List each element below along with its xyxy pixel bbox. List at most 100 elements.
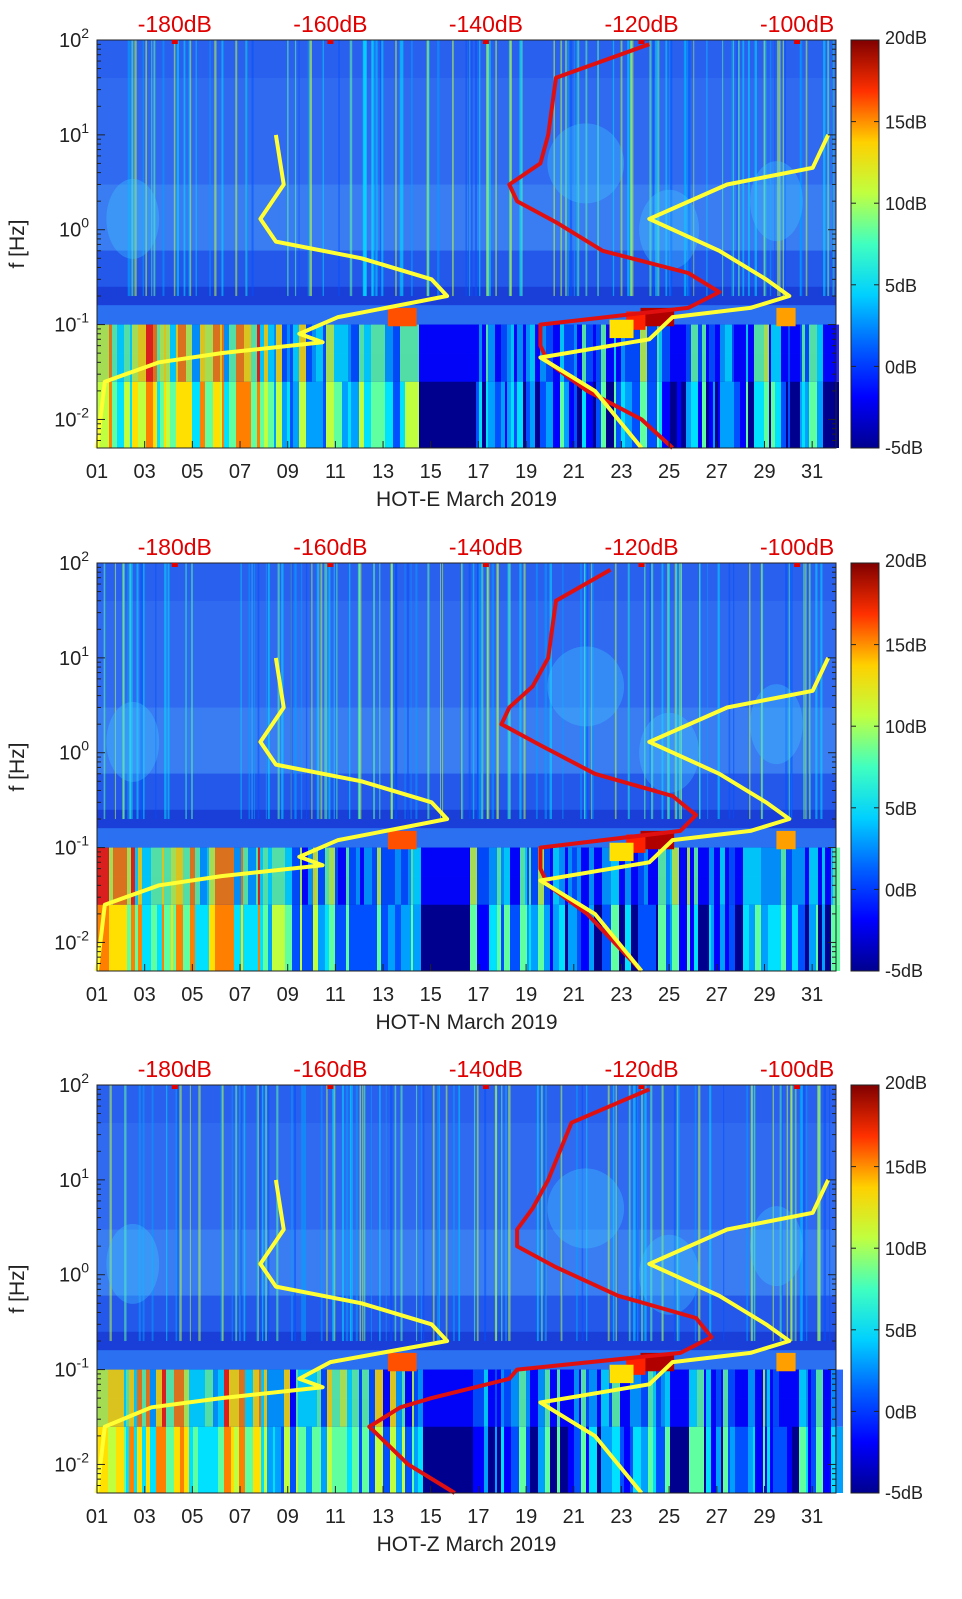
vertical-noise-line [385,1085,387,1342]
x-tick-label: 13 [372,984,394,1006]
vertical-noise-line [320,1085,323,1342]
top-db-tick-label: -180dB [138,1056,212,1082]
vertical-noise-line [142,1085,145,1342]
vertical-noise-line [348,563,351,820]
mid-frequency-streak [109,847,113,905]
low-frequency-streak [769,381,771,448]
mid-frequency-streak [715,324,718,382]
low-frequency-streak [687,904,690,971]
mid-frequency-streak [488,324,495,382]
x-tick-label: 15 [420,1506,442,1528]
low-frequency-streak [464,904,470,971]
vertical-noise-line [333,563,335,820]
mid-frequency-streak [180,1369,184,1427]
low-frequency-streak [577,381,582,448]
vertical-noise-line [294,40,297,297]
mid-frequency-streak [479,1369,484,1427]
low-frequency-streak [290,1426,296,1493]
colorbar-tick-label: 5dB [885,276,917,296]
low-frequency-streak [586,1426,589,1493]
low-frequency-streak [799,1426,806,1493]
mid-frequency-streak [823,324,827,382]
vertical-noise-line [195,40,197,297]
x-axis-label: HOT-N March 2019 [375,1011,557,1034]
mid-frequency-streak [593,324,596,382]
low-frequency-streak [393,381,400,448]
mid-frequency-streak [444,324,450,382]
mid-frequency-streak [606,324,614,382]
mid-frequency-streak [421,847,425,905]
low-frequency-streak [529,904,531,971]
mid-frequency-streak [375,1369,383,1427]
vertical-noise-line [799,40,803,297]
vertical-noise-line [769,40,772,297]
low-frequency-streak [312,1426,317,1493]
mid-frequency-streak [461,847,464,905]
vertical-noise-line [316,563,319,820]
mid-frequency-streak [614,324,616,382]
vertical-noise-line [373,563,376,820]
mid-frequency-streak [600,847,602,905]
mid-frequency-streak [239,1369,245,1427]
y-tick-label: 101 [59,1165,89,1192]
mid-frequency-streak [258,847,260,905]
y-tick-label: 102 [59,548,89,575]
spectrogram-band [97,707,836,774]
top-db-tick-mark [327,1085,334,1089]
vertical-noise-line [709,1085,712,1342]
low-frequency-streak [798,904,805,971]
low-frequency-streak [124,1426,126,1493]
vertical-noise-line [644,563,646,820]
low-frequency-streak [544,904,550,971]
x-tick-label: 11 [325,1506,346,1528]
mid-frequency-streak [189,1369,193,1427]
colorbar-tick-label: 20dB [885,551,927,571]
low-frequency-streak [526,381,530,448]
vertical-noise-line [287,40,289,297]
vertical-noise-line [265,1085,267,1342]
mid-frequency-streak [792,847,798,905]
vertical-noise-line [332,1085,335,1342]
vertical-noise-line [540,1085,543,1342]
low-frequency-streak [272,904,280,971]
vertical-noise-line [772,1085,774,1342]
mid-frequency-streak [670,1369,676,1427]
vertical-noise-line [474,40,478,297]
mid-frequency-streak [132,324,138,382]
spectrogram-heatmap [97,40,839,448]
mid-frequency-streak [656,1369,661,1427]
low-frequency-streak [334,381,342,448]
mid-frequency-streak [545,1369,550,1427]
microseism-hotspot [387,307,417,327]
mid-frequency-streak [160,324,164,382]
vertical-noise-line [694,1085,697,1342]
vertical-noise-line [407,563,409,820]
mid-frequency-streak [762,324,764,382]
low-frequency-streak [192,381,200,448]
mid-frequency-streak [602,847,606,905]
low-frequency-streak [497,904,501,971]
low-frequency-streak [581,904,589,971]
mid-frequency-streak [577,324,582,382]
vertical-noise-line [649,563,652,820]
low-frequency-streak [476,381,479,448]
low-frequency-streak [425,904,430,971]
mid-frequency-streak [477,847,483,905]
x-tick-label: 13 [372,461,394,483]
low-frequency-streak [293,381,299,448]
low-frequency-streak [773,1426,779,1493]
mid-frequency-streak [523,324,526,382]
x-tick-label: 25 [658,984,680,1006]
mid-frequency-streak [178,324,186,382]
mid-frequency-streak [253,1369,259,1427]
low-frequency-streak [268,904,272,971]
x-tick-label: 11 [325,984,346,1006]
vertical-noise-line [627,40,630,297]
low-frequency-streak [763,1426,765,1493]
spectrogram-band [97,809,836,829]
low-frequency-streak [501,381,505,448]
low-frequency-streak [332,1426,340,1493]
vertical-noise-line [661,1085,664,1342]
low-frequency-streak [776,904,781,971]
vertical-noise-line [780,1085,783,1342]
